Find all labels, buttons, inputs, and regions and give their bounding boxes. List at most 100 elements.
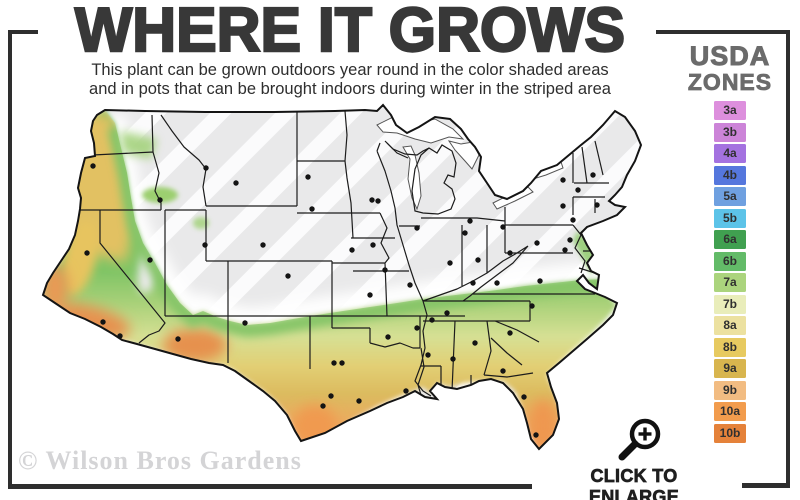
city-dot — [447, 260, 453, 266]
subtitle-line-1: This plant can be grown outdoors year ro… — [91, 61, 609, 79]
city-dot — [309, 206, 315, 212]
zone-chip-8a: 8a — [714, 316, 746, 335]
zone-chip-7a: 7a — [714, 273, 746, 292]
frame-bottom-segment — [8, 484, 532, 489]
legend-heading-usda: USDA — [689, 41, 771, 71]
city-dot — [429, 317, 435, 323]
zone-chip-4b: 4b — [714, 165, 746, 185]
zone-chip-9b: 9b — [714, 380, 746, 400]
city-dot — [100, 319, 106, 325]
zone-chip-7b: 7b — [714, 294, 746, 314]
city-dot — [500, 224, 506, 230]
zone-chip-10b: 10b — [714, 423, 746, 443]
city-dot — [260, 242, 266, 248]
zone-chip-5a: 5a — [714, 187, 746, 206]
city-dot — [470, 280, 476, 286]
usda-zone-map[interactable] — [25, 103, 665, 475]
zone-chip-8b: 8b — [714, 337, 746, 357]
zone-legend: 3a 3b 4a 4b 5a 5b 6a 6b 7a 7b 8a 8b 9a 9b 10a 10b — [714, 101, 746, 443]
page-subtitle: This plant can be grown outdoors year ro… — [40, 61, 660, 98]
city-dot — [349, 247, 355, 253]
frame-left-segment — [8, 30, 12, 489]
city-dot — [403, 388, 409, 394]
city-dot — [594, 202, 600, 208]
frame-right-segment — [786, 30, 790, 488]
city-dot — [356, 398, 362, 404]
zone-chip-6b: 6b — [714, 251, 746, 271]
legend-heading-zones: ZONES — [687, 69, 773, 95]
zone-chip-9a: 9a — [714, 359, 746, 378]
city-dot — [285, 273, 291, 279]
frame-top-left-segment — [8, 30, 38, 34]
city-dot — [331, 360, 337, 366]
zone-chip-3b: 3b — [714, 122, 746, 142]
lake-huron — [447, 140, 480, 170]
city-dot — [320, 403, 326, 409]
city-dot — [575, 187, 581, 193]
city-dot — [84, 250, 90, 256]
utah-green-pocket — [193, 217, 209, 229]
city-dot — [537, 278, 543, 284]
city-dot — [560, 177, 566, 183]
city-dot — [375, 198, 381, 204]
zone-chip-5b: 5b — [714, 208, 746, 228]
city-dot — [450, 356, 456, 362]
click-to-enlarge-label[interactable]: CLICK TO ENLARGE — [588, 466, 680, 500]
city-dot — [444, 310, 450, 316]
city-dot — [534, 240, 540, 246]
city-dot — [407, 282, 413, 288]
city-dot — [385, 334, 391, 340]
boise-valley-green-pocket — [142, 187, 178, 203]
city-dot — [90, 163, 96, 169]
city-dot — [175, 336, 181, 342]
city-dot — [570, 217, 576, 223]
city-dot — [567, 237, 573, 243]
michigan-outline — [384, 140, 457, 215]
city-dot — [233, 180, 239, 186]
city-dot — [472, 340, 478, 346]
city-dot — [202, 242, 208, 248]
city-dot — [521, 394, 527, 400]
lake-michigan — [402, 145, 422, 211]
city-dot — [147, 257, 153, 263]
city-dot — [157, 197, 163, 203]
city-dot — [494, 280, 500, 286]
city-dot — [560, 203, 566, 209]
city-dot — [414, 225, 420, 231]
page-title: WHERE IT GROWS — [74, 0, 627, 65]
city-dot — [203, 165, 209, 171]
zone-chip-3a: 3a — [714, 101, 746, 120]
city-dot — [414, 325, 420, 331]
city-dot — [367, 292, 373, 298]
city-dot — [370, 242, 376, 248]
magnifier-zoom-in-icon[interactable] — [612, 412, 674, 468]
state-borders — [77, 110, 609, 397]
city-dot — [562, 247, 568, 253]
subtitle-line-2: and in pots that can be brought indoors … — [89, 79, 611, 98]
city-dot — [242, 320, 248, 326]
city-dot — [533, 432, 539, 438]
map-land — [43, 105, 641, 449]
legend-heading: USDA ZONES — [672, 41, 788, 95]
city-dot — [305, 174, 311, 180]
city-dot — [382, 267, 388, 273]
frame-bottom-right-segment — [742, 483, 790, 488]
city-dot — [507, 330, 513, 336]
zone-chip-10a: 10a — [714, 402, 746, 421]
frame-top-right-segment — [656, 30, 790, 34]
city-dot — [504, 407, 510, 413]
city-dot — [529, 303, 535, 309]
city-dot — [475, 257, 481, 263]
city-dots — [84, 163, 600, 438]
city-dot — [425, 352, 431, 358]
watermark: © Wilson Bros Gardens — [18, 446, 302, 475]
city-dot — [467, 218, 473, 224]
city-dot — [328, 393, 334, 399]
city-dot — [339, 360, 345, 366]
city-dot — [369, 197, 375, 203]
city-dot — [500, 368, 506, 374]
city-dot — [507, 250, 513, 256]
zone-chip-6a: 6a — [714, 230, 746, 249]
city-dot — [462, 230, 468, 236]
